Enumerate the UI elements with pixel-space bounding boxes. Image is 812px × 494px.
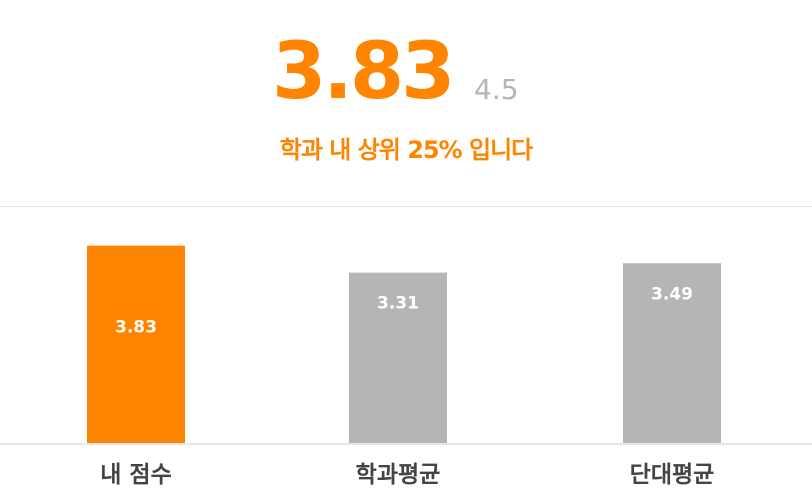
bar-value-label-0: 3.83: [115, 318, 157, 338]
bar-value-label-2: 3.49: [651, 284, 693, 304]
bar-1: [349, 272, 447, 444]
comparison-bar-chart: 3.83 내 점수 3.31 학과평균 3.49 단대평균: [0, 245, 812, 488]
header-divider: [0, 206, 812, 207]
my-gpa-score: 3.83: [272, 27, 455, 117]
bar-value-label-1: 3.31: [377, 294, 419, 314]
category-label-0: 내 점수: [100, 462, 172, 488]
score-header: 3.83 4.5 학과 내 상위 25% 입니다: [0, 0, 812, 200]
rank-message: 학과 내 상위 25% 입니다: [279, 136, 534, 164]
bar-0: [87, 245, 185, 444]
category-label-2: 단대평균: [630, 462, 715, 488]
max-gpa-score: 4.5: [474, 73, 519, 106]
category-label-1: 학과평균: [356, 462, 441, 488]
bar-2: [623, 263, 721, 444]
